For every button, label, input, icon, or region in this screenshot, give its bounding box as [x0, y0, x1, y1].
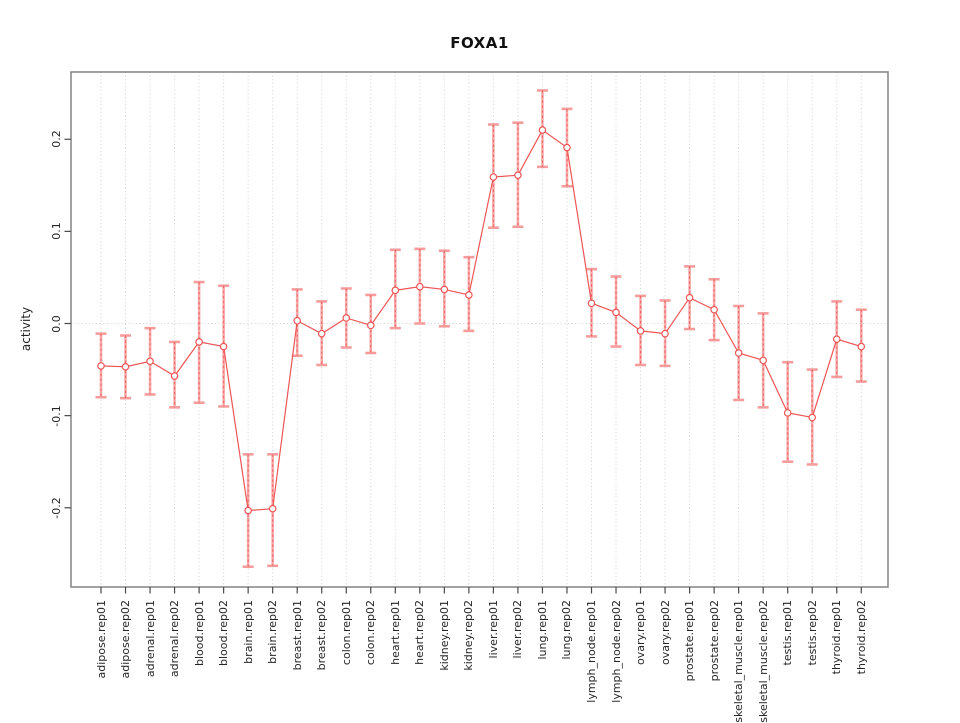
x-tick-label: heart.rep02 [413, 600, 427, 665]
x-tick-label: lung.rep02 [560, 600, 574, 660]
data-point [366, 321, 375, 330]
data-point [514, 171, 522, 179]
data-point [293, 316, 302, 325]
x-tick-label: colon.rep02 [364, 600, 378, 666]
data-point [244, 506, 252, 515]
data-point [759, 356, 767, 365]
chart-title: FOXA1 [450, 34, 509, 52]
x-tick-label: kidney.rep02 [462, 600, 476, 671]
x-tick-label: ovary.rep02 [658, 600, 672, 665]
x-tick-label: brain.rep01 [241, 600, 255, 664]
data-point [538, 126, 547, 134]
x-tick-label: brain.rep02 [266, 600, 280, 664]
data-point [734, 349, 743, 357]
x-tick-label: thyroid.rep01 [830, 600, 844, 675]
plot-box [70, 71, 889, 588]
x-tick-label: kidney.rep01 [437, 600, 451, 671]
x-tick-label: adrenal.rep02 [168, 600, 182, 678]
x-tick-label: lymph_node.rep02 [609, 600, 623, 703]
x-tick-label: skeletal_muscle.rep01 [732, 600, 746, 723]
x-tick-label: ovary.rep01 [634, 600, 648, 665]
data-point [489, 173, 498, 181]
y-tick-label: 0.2 [50, 130, 63, 149]
data-point [268, 504, 277, 513]
x-tick-label: adipose.rep01 [94, 600, 108, 679]
x-tick-label: colon.rep01 [339, 600, 353, 666]
data-point [612, 308, 620, 317]
x-tick-label: lymph_node.rep01 [585, 600, 598, 703]
y-tick-label: -0.2 [50, 497, 63, 519]
data-point [219, 342, 228, 351]
series-line [100, 129, 862, 512]
x-tick-label: adrenal.rep01 [143, 600, 157, 678]
data-point [783, 409, 792, 417]
y-tick-label: 0.1 [50, 222, 63, 241]
data-point [440, 285, 449, 294]
data-point [587, 299, 596, 308]
x-tick-label: prostate.rep02 [707, 600, 721, 682]
data-point [170, 372, 179, 380]
x-tick-label: prostate.rep01 [683, 600, 697, 682]
data-point [97, 362, 105, 370]
data-point [832, 335, 841, 343]
x-tick-label: adipose.rep02 [119, 600, 133, 679]
data-point [342, 314, 351, 322]
x-tick-label: heart.rep01 [388, 600, 402, 665]
data-point [710, 305, 718, 314]
x-tick-label: breast.rep02 [315, 600, 329, 671]
x-tick-label: liver.rep02 [511, 600, 525, 659]
x-tick-label: liver.rep01 [486, 600, 500, 659]
x-tick-label: testis.rep02 [805, 600, 819, 666]
y-tick-label: 0.0 [50, 314, 63, 333]
data-point [317, 329, 326, 338]
x-tick-label: testis.rep01 [781, 600, 795, 666]
data-point [563, 143, 571, 152]
data-point [121, 363, 130, 371]
data-point [195, 338, 203, 346]
x-tick-label: breast.rep01 [290, 600, 304, 671]
data-point [416, 282, 424, 291]
data-point [685, 293, 694, 302]
data-point [146, 357, 154, 366]
data-point [857, 342, 866, 351]
data-point [636, 327, 645, 335]
data-point [661, 329, 669, 338]
x-tick-label: skeletal_muscle.rep02 [756, 600, 770, 723]
x-tick-label: blood.rep02 [217, 600, 231, 667]
x-tick-label: blood.rep01 [192, 600, 206, 667]
data-point [808, 413, 817, 422]
x-tick-label: lung.rep01 [535, 600, 549, 660]
data-point [391, 286, 400, 295]
data-point [465, 291, 473, 299]
y-tick-label: -0.1 [50, 404, 63, 427]
x-tick-label: thyroid.rep02 [854, 600, 868, 675]
